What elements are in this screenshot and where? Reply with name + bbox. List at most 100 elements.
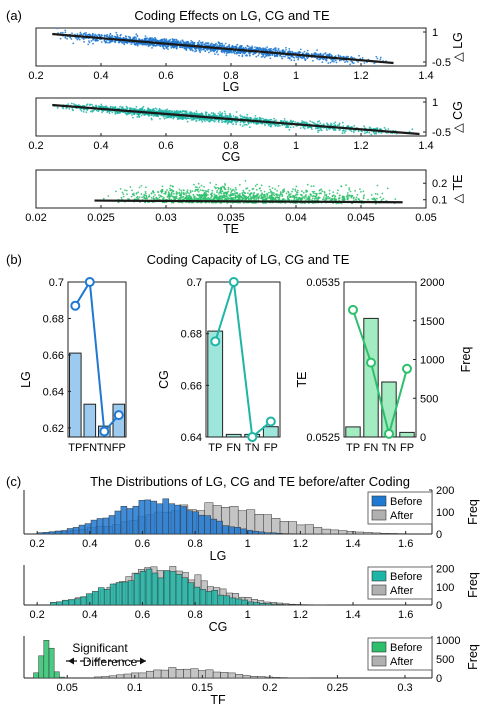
a-lg-point: [330, 54, 333, 56]
a-te-point: [221, 185, 224, 188]
a-lg-point: [275, 49, 278, 52]
a-lg-point: [246, 44, 249, 47]
a-lg-point: [132, 37, 134, 40]
a-lg-point: [61, 31, 64, 34]
a-cg-point: [179, 117, 181, 120]
a-te-point: [200, 184, 203, 187]
a-lg-point: [175, 46, 178, 49]
a-lg-point: [261, 53, 263, 56]
a-lg-point: [379, 56, 382, 59]
a-te-point: [202, 194, 205, 196]
a-te-point: [152, 197, 155, 200]
a-lg-point: [338, 59, 341, 62]
a-cg-point: [294, 121, 296, 123]
a-lg-point: [168, 40, 171, 43]
a-lg-point: [71, 32, 73, 35]
a-te-point: [221, 190, 224, 193]
a-cg-point: [158, 107, 161, 110]
a-lg-point: [207, 44, 210, 47]
a-lg-point: [92, 34, 94, 37]
a-te-point: [367, 198, 369, 201]
a-te-point: [223, 195, 226, 197]
a-cg-ytick-label: -0.5: [432, 127, 451, 139]
a-lg-point: [150, 38, 152, 41]
a-lg-point: [197, 43, 200, 46]
a-lg-point: [223, 44, 226, 47]
a-lg-point: [285, 49, 287, 51]
a-cg-point: [283, 118, 286, 120]
a-cg-point: [210, 112, 213, 115]
a-lg-point: [219, 44, 221, 47]
a-lg-point: [226, 51, 229, 53]
a-te-point: [374, 192, 377, 195]
a-te-point: [115, 190, 117, 193]
a-te-point: [247, 192, 249, 195]
a-lg-point: [147, 45, 150, 48]
a-te-point: [360, 191, 362, 193]
a-cg-point: [383, 126, 386, 129]
a-lg-point: [166, 45, 169, 48]
a-te-point: [231, 193, 234, 195]
a-te-point: [339, 194, 341, 197]
a-lg-point: [97, 33, 100, 36]
a-lg-point: [197, 48, 200, 50]
a-te-point: [263, 190, 266, 193]
a-te-point: [197, 182, 200, 185]
a-lg-point: [183, 47, 186, 50]
a-cg-point: [100, 103, 103, 106]
a-lg-point: [374, 65, 377, 67]
a-lg-point: [232, 50, 235, 53]
title-b: Coding Capacity of LG, CG and TE: [147, 252, 350, 267]
a-te-point: [271, 191, 274, 194]
a-lg-point: [75, 37, 78, 39]
a-te-point: [173, 192, 175, 195]
a-cg-point: [173, 110, 176, 112]
a-te-point: [216, 191, 218, 194]
a-lg-point: [225, 46, 228, 48]
a-lg-point: [135, 42, 138, 45]
a-te-point: [376, 197, 378, 200]
a-te-point: [157, 191, 159, 193]
a-lg-point: [66, 37, 68, 40]
a-lg-point: [200, 49, 203, 51]
a-lg-point: [270, 49, 273, 52]
a-te-point: [162, 198, 165, 200]
a-lg-point: [299, 51, 302, 54]
a-te-point: [281, 191, 284, 194]
a-lg-point: [328, 54, 331, 57]
a-cg-point: [363, 132, 366, 135]
a-lg-point: [156, 40, 159, 42]
a-te-point: [183, 198, 185, 201]
a-lg-point: [215, 42, 217, 45]
a-cg-point: [229, 113, 232, 115]
a-te-point: [289, 195, 292, 198]
a-cg-point: [217, 120, 220, 123]
a-cg-point: [363, 125, 365, 128]
a-lg-point: [209, 50, 212, 53]
a-cg-point: [108, 112, 111, 115]
a-te-point: [260, 189, 262, 192]
a-cg-point: [156, 114, 159, 117]
a-lg-point: [284, 50, 286, 53]
a-lg-point: [109, 36, 112, 38]
a-te-point: [198, 186, 201, 189]
a-lg-point: [151, 37, 154, 39]
a-lg-point: [216, 44, 219, 46]
a-cg-point: [289, 126, 292, 129]
a-te-point: [335, 198, 338, 201]
a-cg-point: [375, 132, 377, 135]
a-lg-point: [178, 41, 181, 44]
a-te-point: [238, 183, 241, 186]
a-te-point: [262, 194, 265, 197]
a-lg-point: [210, 44, 212, 47]
a-lg-point: [194, 50, 196, 53]
a-te-point: [102, 197, 105, 200]
a-lg-point: [289, 57, 291, 60]
a-cg-point: [165, 109, 168, 112]
a-te-point: [312, 185, 315, 188]
a-lg-point: [217, 53, 220, 56]
a-lg-point: [70, 38, 73, 40]
a-te-point: [166, 189, 168, 191]
a-cg-point: [163, 117, 166, 120]
a-te-point: [186, 190, 189, 193]
